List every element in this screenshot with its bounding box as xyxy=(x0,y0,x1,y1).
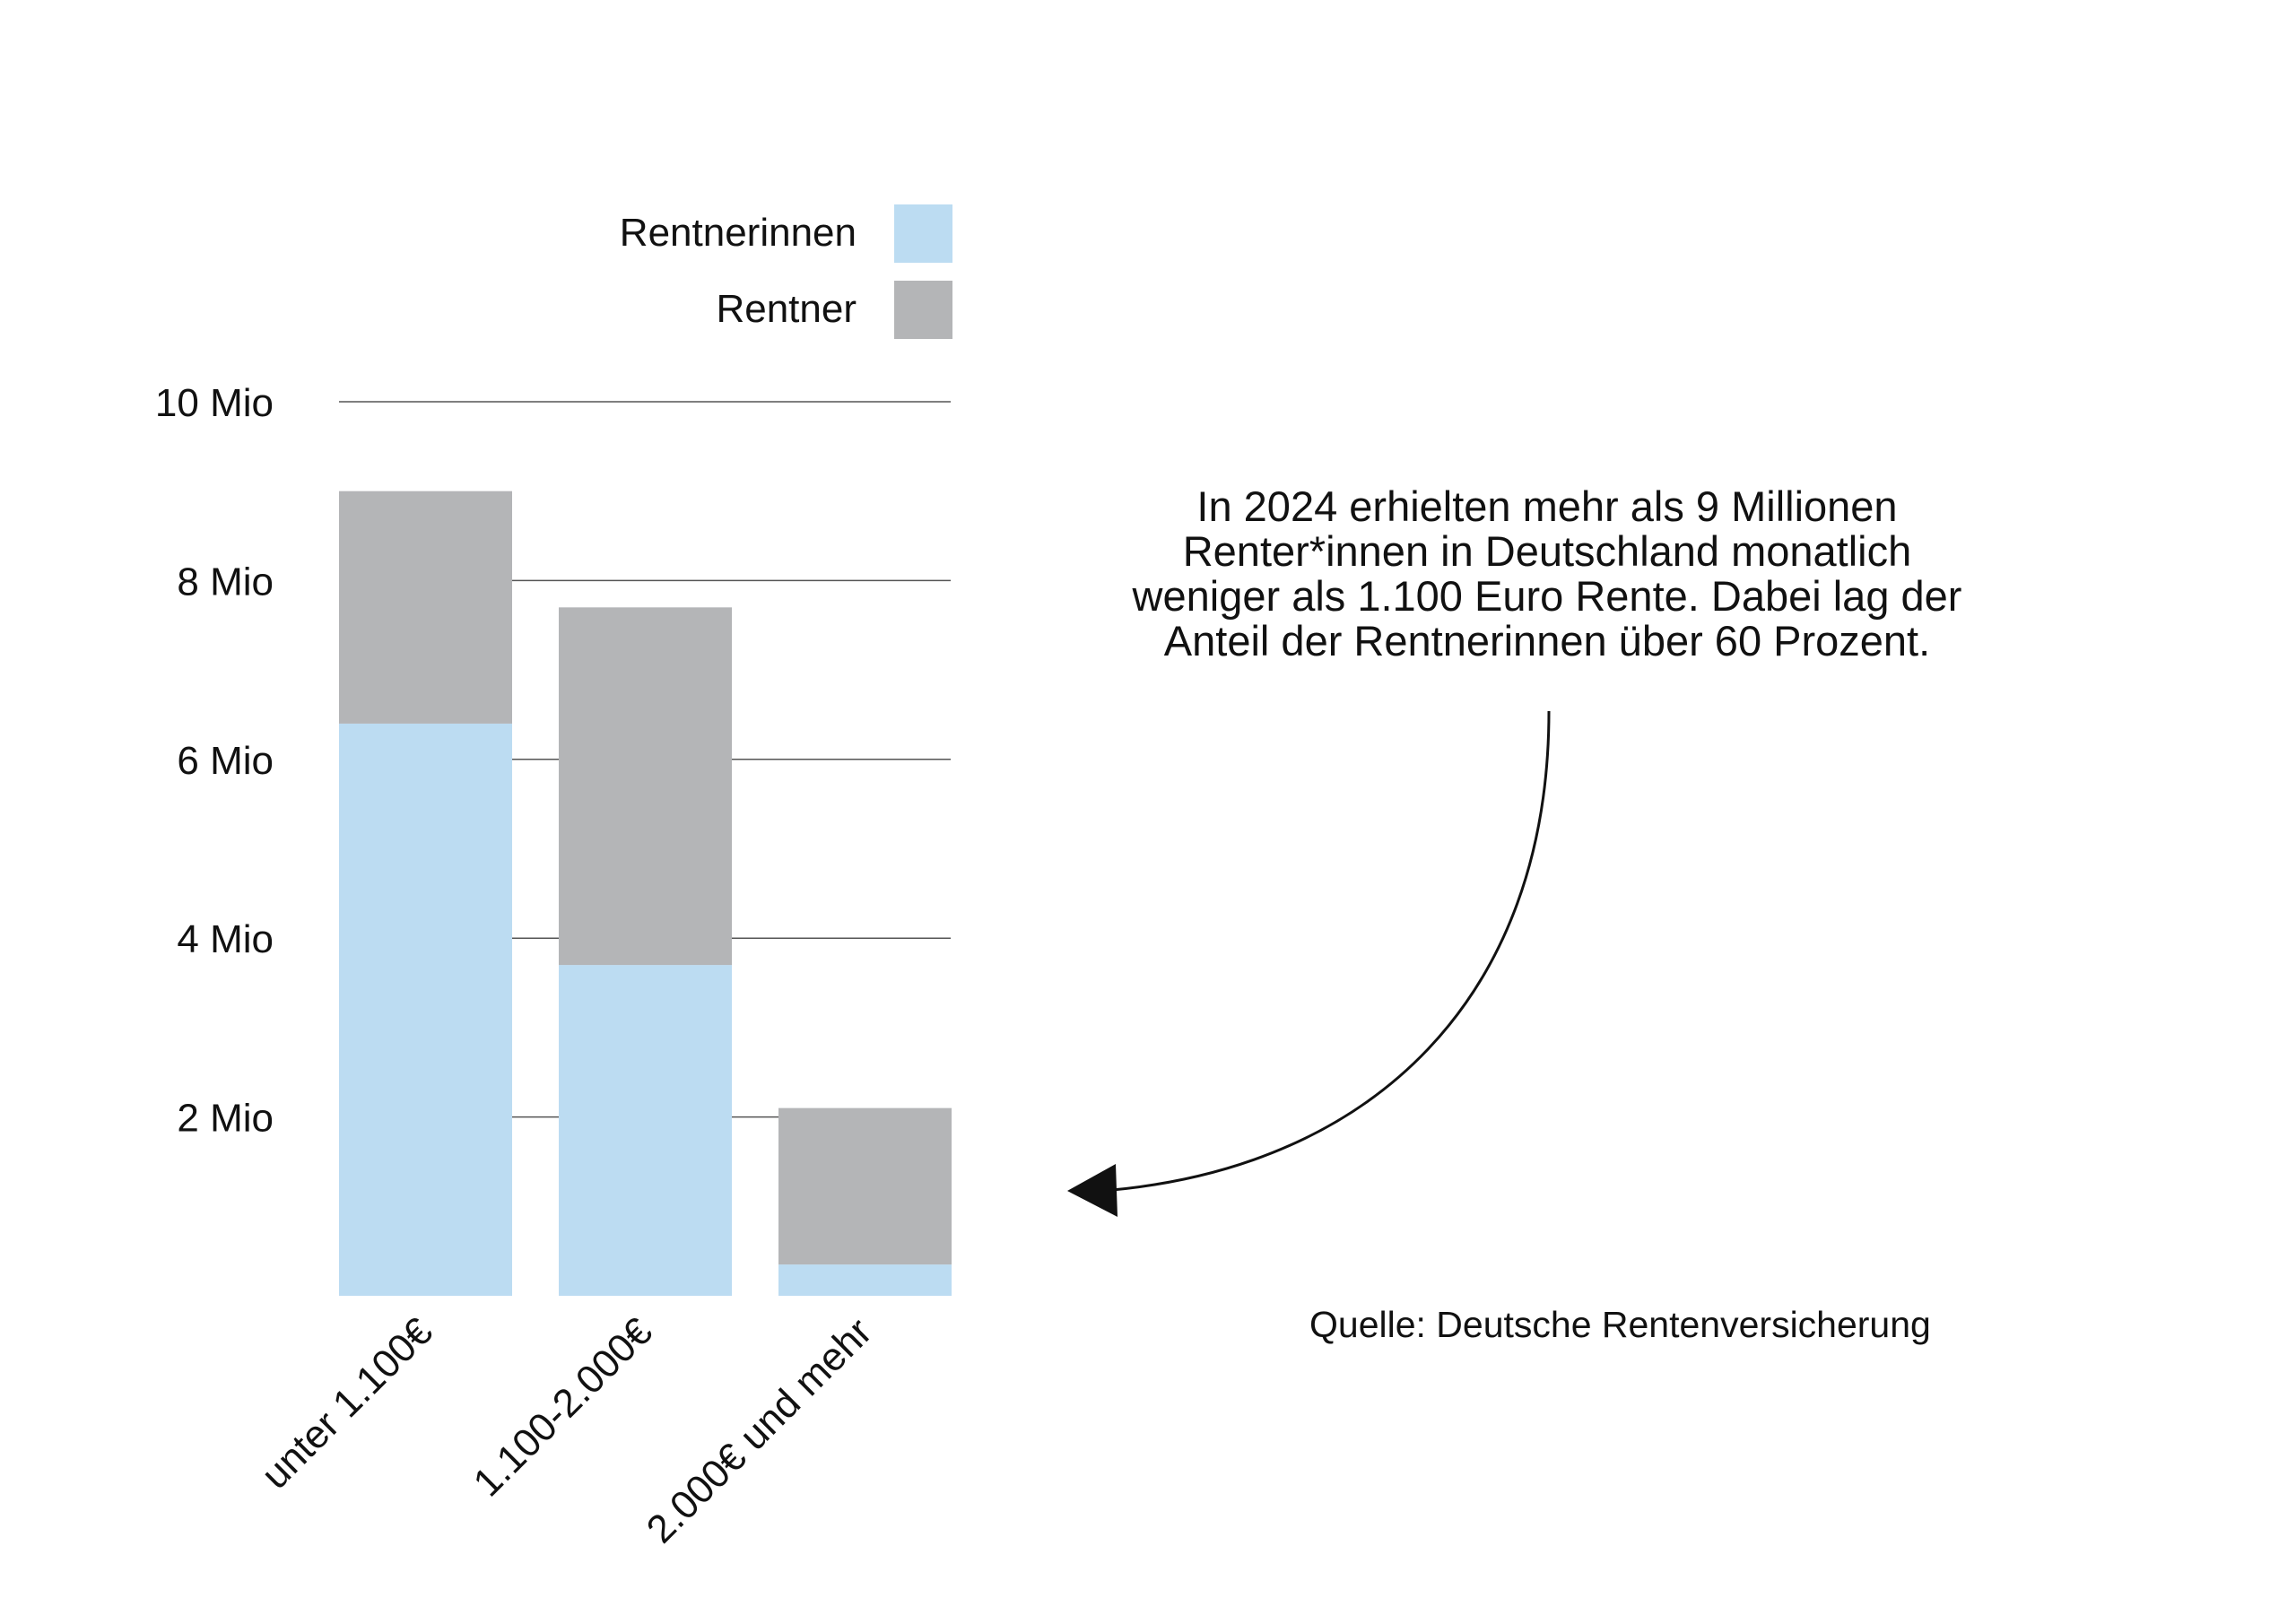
annotation-arrow xyxy=(1067,710,1551,1217)
bar-segment xyxy=(559,965,732,1296)
annotation-line: Anteil der Rentnerinnen über 60 Prozent. xyxy=(1163,617,1931,664)
bar-segment xyxy=(559,607,732,966)
annotation-line: Renter*innen in Deutschland monatlich xyxy=(1182,527,1912,575)
x-axis-tick-labels: unter 1.100€ 1.100-2.000€2.000€ und mehr xyxy=(253,1309,880,1551)
x-tick-label: 1.100-2.000€ xyxy=(465,1309,661,1505)
y-tick-label: 8 Mio xyxy=(177,560,274,604)
y-tick-label: 10 Mio xyxy=(155,381,274,425)
bar-segment xyxy=(778,1264,952,1296)
legend-label: Rentnerinnen xyxy=(620,211,857,255)
bar-segment xyxy=(778,1107,952,1265)
bars xyxy=(339,491,952,1296)
y-axis-tick-labels: 2 Mio 4 Mio 6 Mio 8 Mio 10 Mio xyxy=(155,381,274,1141)
legend-label: Rentner xyxy=(716,287,857,331)
annotation-line: In 2024 erhielten mehr als 9 Millionen xyxy=(1196,482,1898,530)
y-tick-label: 6 Mio xyxy=(177,739,274,783)
annotation-text: In 2024 erhielten mehr als 9 Millionen R… xyxy=(1058,484,2036,664)
annotation-line: weniger als 1.100 Euro Rente. Dabei lag … xyxy=(1132,572,1962,620)
x-tick-label: 2.000€ und mehr xyxy=(639,1309,881,1551)
x-tick-label: unter 1.100€ xyxy=(253,1309,440,1497)
bar-segment xyxy=(339,491,512,724)
y-tick-label: 2 Mio xyxy=(177,1097,274,1141)
arrow-curve xyxy=(1111,710,1551,1192)
y-tick-label: 4 Mio xyxy=(177,917,274,961)
arrow-head-icon xyxy=(1067,1164,1118,1217)
source-note: Quelle: Deutsche Rentenversicherung xyxy=(1309,1304,1931,1345)
legend: Rentnerinnen Rentner xyxy=(620,204,952,339)
bar-segment xyxy=(339,723,512,1296)
legend-swatch xyxy=(894,204,952,263)
legend-swatch xyxy=(894,281,952,339)
